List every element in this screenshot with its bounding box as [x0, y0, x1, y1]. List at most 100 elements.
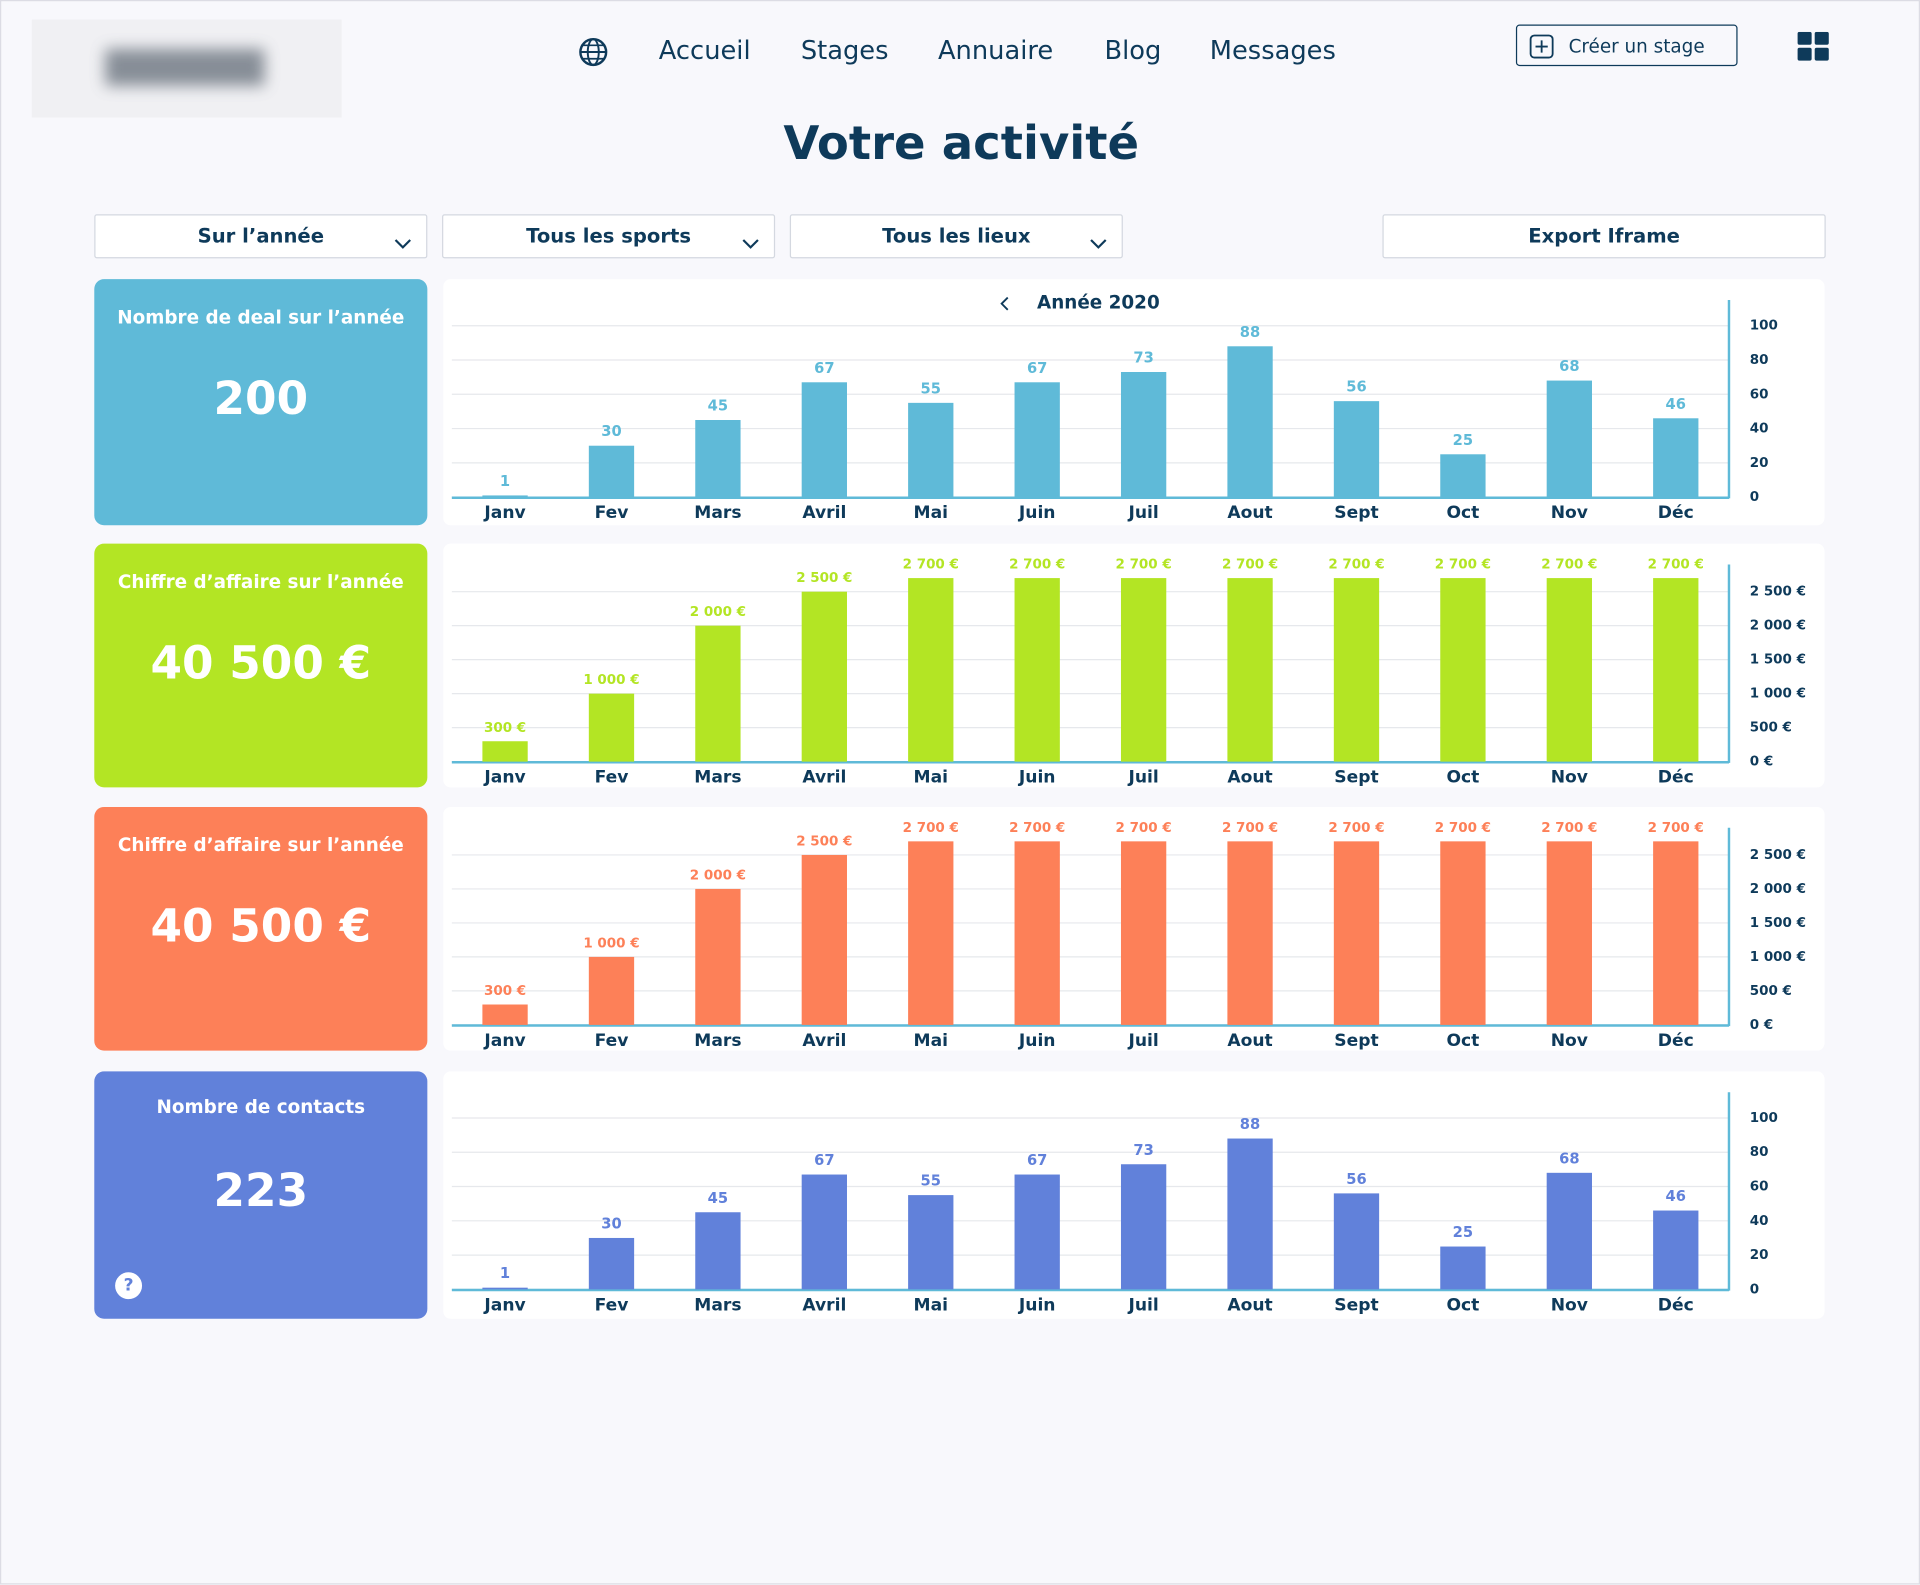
help-button[interactable]: ? [115, 1272, 143, 1300]
bar [482, 1004, 528, 1025]
x-tick-label: Juin [1018, 503, 1056, 523]
language-icon[interactable] [578, 37, 609, 68]
chart: 0 € 500 € 1 000 € 1 500 € 2 000 € 2 500 € Janv… [451, 821, 1806, 1051]
x-tick-label: Mai [914, 768, 948, 788]
y-tick-label: 80 [1750, 1145, 1769, 1160]
y-tick-label: 1 500 € [1750, 916, 1806, 931]
value-label: 88 [1240, 1116, 1260, 1133]
y-tick-label: 0 € [1750, 1018, 1773, 1033]
value-label: 30 [601, 423, 621, 440]
nav-link[interactable]: Annuaire [937, 35, 1054, 65]
bar [1333, 841, 1380, 1025]
value-label: 46 [1666, 396, 1686, 413]
value-label: 67 [814, 1152, 834, 1169]
x-tick-label: Janv [483, 1031, 525, 1051]
bar [801, 382, 847, 498]
x-tick-label: Juin [1018, 1031, 1056, 1051]
bar [1014, 382, 1060, 498]
x-tick-label: Fev [595, 1031, 629, 1051]
value-label: 2 700 € [903, 558, 959, 573]
bar [695, 625, 741, 762]
value-label: 88 [1240, 324, 1260, 341]
bar [801, 591, 847, 762]
x-tick-label: Mai [914, 503, 948, 523]
plus-icon [1529, 34, 1554, 59]
filter-select[interactable]: Tous les lieux [789, 214, 1123, 259]
x-tick-label: Fev [595, 1295, 629, 1315]
value-label: 55 [921, 1173, 941, 1190]
bar [482, 1287, 528, 1290]
value-label: 30 [601, 1215, 621, 1232]
bar [482, 495, 528, 498]
value-label: 45 [708, 398, 728, 415]
bar [908, 402, 954, 498]
x-tick-label: Mars [694, 768, 741, 788]
card-label: Chiffre d’affaire sur l’année [117, 570, 404, 593]
y-tick-label: 500 € [1750, 721, 1792, 736]
value-label: 73 [1133, 1142, 1153, 1159]
bar [1227, 578, 1273, 762]
logo[interactable] [31, 19, 342, 118]
value-label: 67 [814, 360, 834, 377]
bar [482, 741, 528, 762]
x-tick-label: Mars [694, 1295, 741, 1315]
filter-select[interactable]: Tous les sports [442, 214, 776, 259]
bar [801, 854, 847, 1025]
nav-link[interactable]: Blog [1104, 35, 1162, 65]
x-tick-label: Déc [1658, 503, 1694, 523]
create-button[interactable]: Créer un stage [1515, 24, 1738, 67]
bar [695, 888, 741, 1025]
y-tick-label: 2 500 € [1750, 848, 1806, 863]
x-tick-label: Janv [483, 503, 525, 523]
chart: 0 20 40 60 80 100 Janv 1 Fev 30 Mars 45 Avril 67 Mai 55… [451, 1092, 1778, 1315]
bar [1546, 1172, 1592, 1290]
x-tick-label: Aout [1227, 503, 1272, 523]
value-label: 2 700 € [1648, 821, 1704, 836]
y-tick-label: 40 [1750, 422, 1769, 437]
bar [588, 445, 635, 498]
stat-card: Chiffre d’affaire sur l’année 40 500 € [94, 806, 428, 1051]
y-tick-label: 2 500 € [1750, 585, 1806, 600]
value-label: 2 700 € [1435, 558, 1491, 573]
bar [1546, 380, 1592, 498]
prev-year[interactable] [1000, 296, 1009, 311]
card-label: Nombre de contacts [156, 1095, 366, 1118]
filter-label: Tous les lieux [882, 224, 1031, 248]
nav-link[interactable]: Accueil [658, 35, 751, 65]
nav-link[interactable]: Messages [1209, 35, 1336, 65]
x-tick-label: Avril [802, 1295, 846, 1315]
chart: 0 € 500 € 1 000 € 1 500 € 2 000 € 2 500 € Janv… [451, 558, 1806, 788]
value-label: 1 000 € [583, 673, 639, 688]
x-tick-label: Avril [802, 1031, 846, 1051]
card-label: Chiffre d’affaire sur l’année [117, 833, 404, 856]
chart-panel: 0 € 500 € 1 000 € 1 500 € 2 000 € 2 500 € Janv… [443, 806, 1825, 1051]
stat-card: Nombre de contacts 223 ? [94, 1071, 428, 1319]
apps-icon[interactable] [1797, 31, 1830, 61]
y-tick-label: 20 [1750, 456, 1769, 471]
x-tick-label: Oct [1446, 1295, 1479, 1315]
value-label: 2 700 € [1541, 558, 1597, 573]
bar [908, 841, 954, 1025]
nav-link[interactable]: Stages [800, 35, 889, 65]
value-label: 73 [1133, 350, 1153, 367]
export-button[interactable]: Export Iframe [1382, 214, 1826, 259]
x-tick-label: Sept [1334, 503, 1378, 523]
y-tick-label: 80 [1750, 353, 1769, 368]
value-label: 1 [500, 1265, 510, 1282]
value-label: 2 000 € [690, 605, 746, 620]
x-tick-label: Déc [1658, 1295, 1694, 1315]
value-label: 300 € [484, 984, 526, 999]
bar [1653, 1210, 1699, 1290]
page-title: Votre activité [783, 116, 1140, 171]
filter-select[interactable]: Sur l’année [94, 214, 428, 259]
x-tick-label: Déc [1658, 768, 1694, 788]
chart-title: Année 2020 [1037, 293, 1160, 314]
value-label: 68 [1559, 358, 1579, 375]
value-label: 2 700 € [1009, 558, 1065, 573]
x-tick-label: Sept [1334, 768, 1378, 788]
value-label: 46 [1666, 1188, 1686, 1205]
value-label: 1 000 € [583, 936, 639, 951]
bar [1546, 578, 1592, 762]
y-tick-label: 2 000 € [1750, 619, 1806, 634]
bar [695, 1212, 741, 1290]
